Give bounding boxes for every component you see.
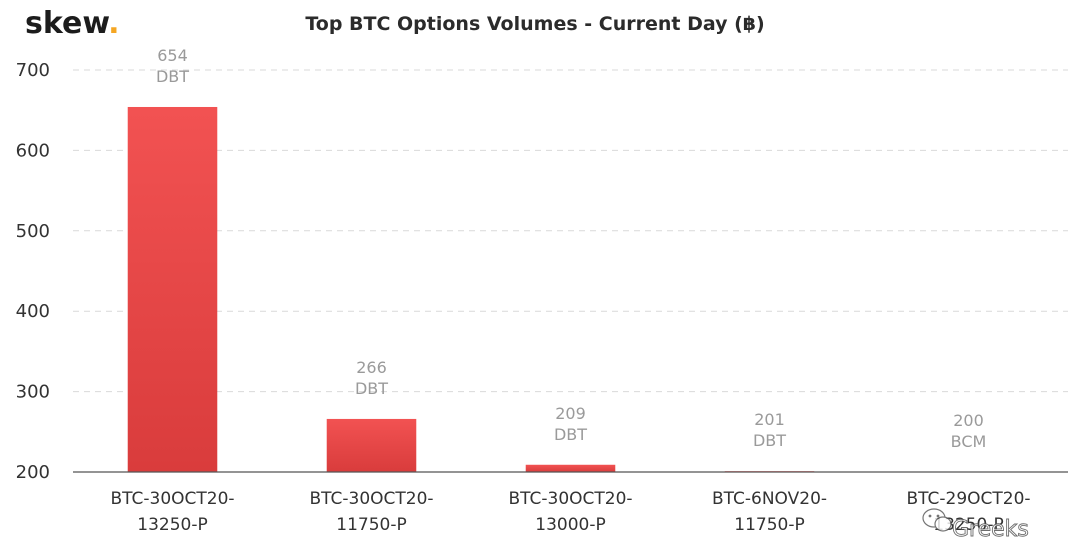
bar: [127, 106, 218, 472]
grid-lines: [73, 69, 1068, 393]
data-label-value: 654: [157, 46, 188, 65]
x-axis-ticks: BTC-30OCT20- 13250-P BTC-30OCT20- 11750-P BT…: [110, 489, 1030, 535]
wechat-icon: [922, 508, 952, 532]
y-tick-label: 200: [16, 462, 50, 483]
data-labels: 654 DBT 266 DBT 209 DBT 201 DBT 200 BCM: [156, 46, 986, 451]
x-tick-label: BTC-29OCT20-: [906, 489, 1030, 509]
y-tick-label: 700: [16, 60, 50, 81]
bar: [525, 464, 616, 472]
bars: [127, 106, 815, 472]
logo-text: skew: [25, 6, 109, 41]
x-tick-label: BTC-30OCT20-: [309, 489, 433, 509]
watermark-text: Greeks: [952, 517, 1029, 542]
x-tick-label: 13250-P: [137, 515, 207, 535]
data-label-exchange: DBT: [753, 431, 786, 450]
data-label-exchange: BCM: [951, 432, 987, 451]
data-label-value: 266: [356, 358, 387, 377]
watermark: Greeks: [922, 508, 1029, 542]
x-tick-label: 13250-P: [933, 515, 1003, 535]
x-tick-label: BTC-30OCT20-: [508, 489, 632, 509]
data-label-value: 200: [953, 411, 984, 430]
x-tick-label: 11750-P: [336, 515, 406, 535]
data-label-exchange: DBT: [554, 425, 587, 444]
data-label-exchange: DBT: [355, 379, 388, 398]
data-label-value: 201: [754, 410, 785, 429]
x-tick-label: 13000-P: [535, 515, 605, 535]
data-label-value: 209: [555, 404, 586, 423]
x-tick-label: 11750-P: [734, 515, 804, 535]
x-tick-label: BTC-6NOV20-: [712, 489, 827, 509]
svg-text:skew.: skew.: [25, 6, 120, 41]
logo-dot: .: [108, 6, 119, 41]
chart-title: Top BTC Options Volumes - Current Day (฿…: [305, 13, 764, 35]
skew-logo: skew.: [25, 6, 120, 41]
x-tick-label: BTC-30OCT20-: [110, 489, 234, 509]
y-tick-label: 400: [16, 301, 50, 322]
data-label-exchange: DBT: [156, 67, 189, 86]
y-tick-label: 600: [16, 140, 50, 161]
y-axis-ticks: 200 300 400 500 600 700: [16, 60, 50, 483]
y-tick-label: 300: [16, 382, 50, 403]
y-tick-label: 500: [16, 221, 50, 242]
bar: [326, 418, 417, 472]
